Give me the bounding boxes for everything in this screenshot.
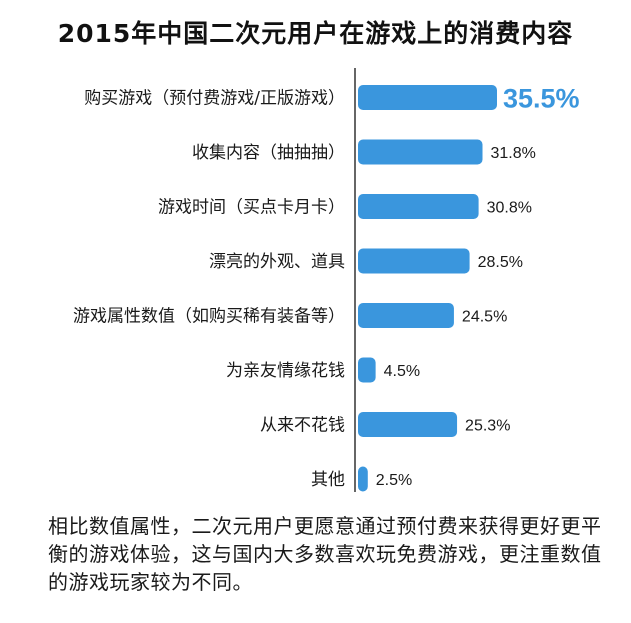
category-label-5: 为亲友情缘花钱	[226, 361, 345, 381]
chart-title: 2015年中国二次元用户在游戏上的消费内容	[57, 19, 574, 48]
bar-chart: 购买游戏（预付费游戏/正版游戏） 35.5% 收集内容（抽抽抽） 31.8% 游戏时间（…	[73, 68, 580, 492]
value-label-3: 28.5%	[478, 254, 523, 271]
bar-6	[358, 412, 458, 437]
value-label-4: 24.5%	[462, 309, 507, 326]
bar-0	[358, 85, 497, 110]
bar-2	[358, 194, 479, 219]
bar-7	[358, 466, 368, 492]
bar-1	[358, 139, 483, 165]
value-label-0: 35.5%	[503, 84, 580, 114]
bar-5	[358, 357, 376, 383]
category-label-1: 收集内容（抽抽抽）	[192, 143, 345, 163]
footnote-text: 相比数值属性，二次元用户更愿意通过预付费来获得更好更平衡的游戏体验，这与国内大多…	[48, 514, 602, 594]
category-label-7: 其他	[311, 470, 345, 490]
category-label-4: 游戏属性数值（如购买稀有装备等）	[73, 307, 345, 327]
category-label-6: 从来不花钱	[260, 416, 345, 436]
value-label-7: 2.5%	[376, 472, 412, 489]
value-label-1: 31.8%	[491, 145, 536, 162]
value-label-6: 25.3%	[465, 418, 510, 435]
category-label-3: 漂亮的外观、道具	[209, 252, 345, 272]
category-label-2: 游戏时间（买点卡月卡）	[158, 198, 345, 218]
bar-3	[358, 248, 470, 274]
value-label-2: 30.8%	[487, 200, 532, 217]
category-label-0: 购买游戏（预付费游戏/正版游戏）	[84, 89, 345, 109]
bar-4	[358, 303, 454, 328]
value-label-5: 4.5%	[384, 363, 420, 380]
